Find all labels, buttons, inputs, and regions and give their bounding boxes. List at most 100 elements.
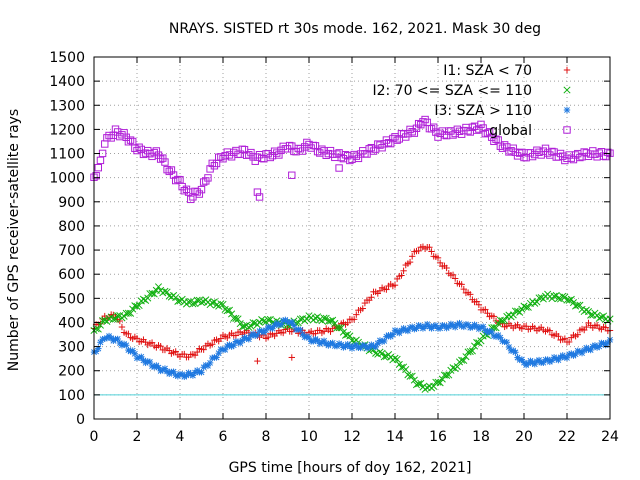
data-point	[296, 315, 304, 323]
data-point	[443, 264, 450, 272]
data-point	[208, 159, 216, 168]
data-point	[285, 141, 294, 150]
data-point	[311, 314, 320, 322]
data-point	[118, 131, 126, 139]
legend-label: I2: 70 <= SZA <= 110	[372, 83, 532, 99]
data-point	[172, 294, 180, 302]
x-tick-label: 6	[219, 429, 228, 445]
data-point	[414, 119, 423, 128]
data-point	[163, 288, 171, 296]
data-point	[111, 315, 120, 323]
data-point	[402, 365, 410, 374]
data-point	[326, 317, 335, 325]
data-point	[460, 285, 467, 293]
data-point	[485, 128, 494, 136]
data-point	[312, 330, 319, 337]
y-tick-label: 100	[58, 388, 85, 404]
data-point	[397, 363, 406, 372]
y-tick-label: 400	[58, 315, 85, 331]
data-point	[193, 188, 201, 196]
y-tick-label: 500	[58, 291, 85, 307]
data-point	[324, 317, 332, 325]
data-point	[195, 190, 204, 198]
data-point	[419, 118, 427, 126]
data-point	[475, 301, 483, 308]
data-point	[118, 323, 126, 331]
y-tick-label: 300	[58, 340, 85, 356]
data-point	[428, 248, 435, 255]
data-point	[563, 296, 571, 304]
data-point	[225, 151, 234, 159]
data-point	[546, 327, 553, 334]
data-point	[400, 267, 407, 275]
data-point	[572, 302, 580, 310]
data-point	[212, 301, 221, 309]
y-tick-label: 800	[58, 219, 85, 235]
data-point	[344, 319, 351, 327]
y-tick-label: 700	[58, 243, 85, 259]
data-point	[101, 316, 109, 324]
data-point	[524, 303, 532, 311]
data-point	[552, 291, 560, 299]
legend: I1: SZA < 70 I2: 70 <= SZA <= 110 I3: SZA …	[372, 63, 571, 139]
data-point	[368, 294, 375, 301]
data-point	[528, 152, 537, 161]
data-point	[247, 148, 255, 157]
data-point	[565, 338, 573, 346]
axes: 0 2 4 6 8 10 12 14 16 18 20 22 240100200300400500600…	[49, 50, 619, 445]
data-point	[556, 149, 565, 158]
data-point	[458, 356, 466, 364]
data-point	[155, 364, 162, 371]
series-layer	[90, 115, 614, 393]
data-point	[352, 152, 361, 160]
data-point	[391, 281, 399, 289]
data-point	[449, 271, 457, 279]
data-point	[185, 298, 193, 306]
data-point	[197, 185, 206, 194]
x-tick-label: 12	[343, 429, 361, 445]
y-tick-label: 900	[58, 195, 85, 211]
legend-marker	[563, 106, 571, 114]
data-point	[576, 153, 584, 162]
data-point	[398, 272, 405, 279]
chart-title: NRAYS. SISTED rt 30s mode. 162, 2021. Ma…	[169, 21, 541, 37]
data-point	[230, 342, 237, 349]
outlier-point	[253, 188, 262, 196]
data-point	[372, 349, 380, 357]
data-point	[148, 289, 156, 297]
data-point	[320, 314, 328, 322]
data-point	[393, 355, 401, 363]
data-point	[583, 323, 590, 331]
data-point	[344, 330, 352, 339]
data-point	[565, 296, 573, 304]
data-point	[353, 311, 360, 318]
data-point	[316, 316, 324, 324]
y-tick-label: 600	[58, 267, 85, 283]
data-point	[537, 294, 545, 302]
x-tick-label: 16	[429, 429, 447, 445]
series-3	[90, 115, 614, 204]
data-point	[129, 305, 137, 313]
data-point	[415, 247, 422, 255]
data-point	[410, 129, 419, 137]
data-point	[550, 292, 558, 300]
data-point	[194, 348, 201, 356]
data-point	[96, 321, 105, 329]
data-point	[200, 346, 207, 353]
data-point	[157, 342, 164, 350]
y-tick-label: 1100	[49, 147, 85, 163]
data-point	[408, 372, 416, 380]
data-point	[513, 307, 522, 315]
data-point	[434, 254, 442, 262]
data-point	[217, 153, 225, 161]
data-point	[477, 337, 485, 345]
grid	[94, 57, 610, 419]
data-point	[434, 378, 442, 386]
data-point	[464, 348, 472, 356]
data-point	[452, 275, 459, 282]
data-point	[245, 151, 253, 159]
legend-label: global	[489, 123, 532, 139]
data-point	[197, 298, 206, 307]
data-point	[154, 283, 163, 291]
data-point	[430, 123, 438, 131]
